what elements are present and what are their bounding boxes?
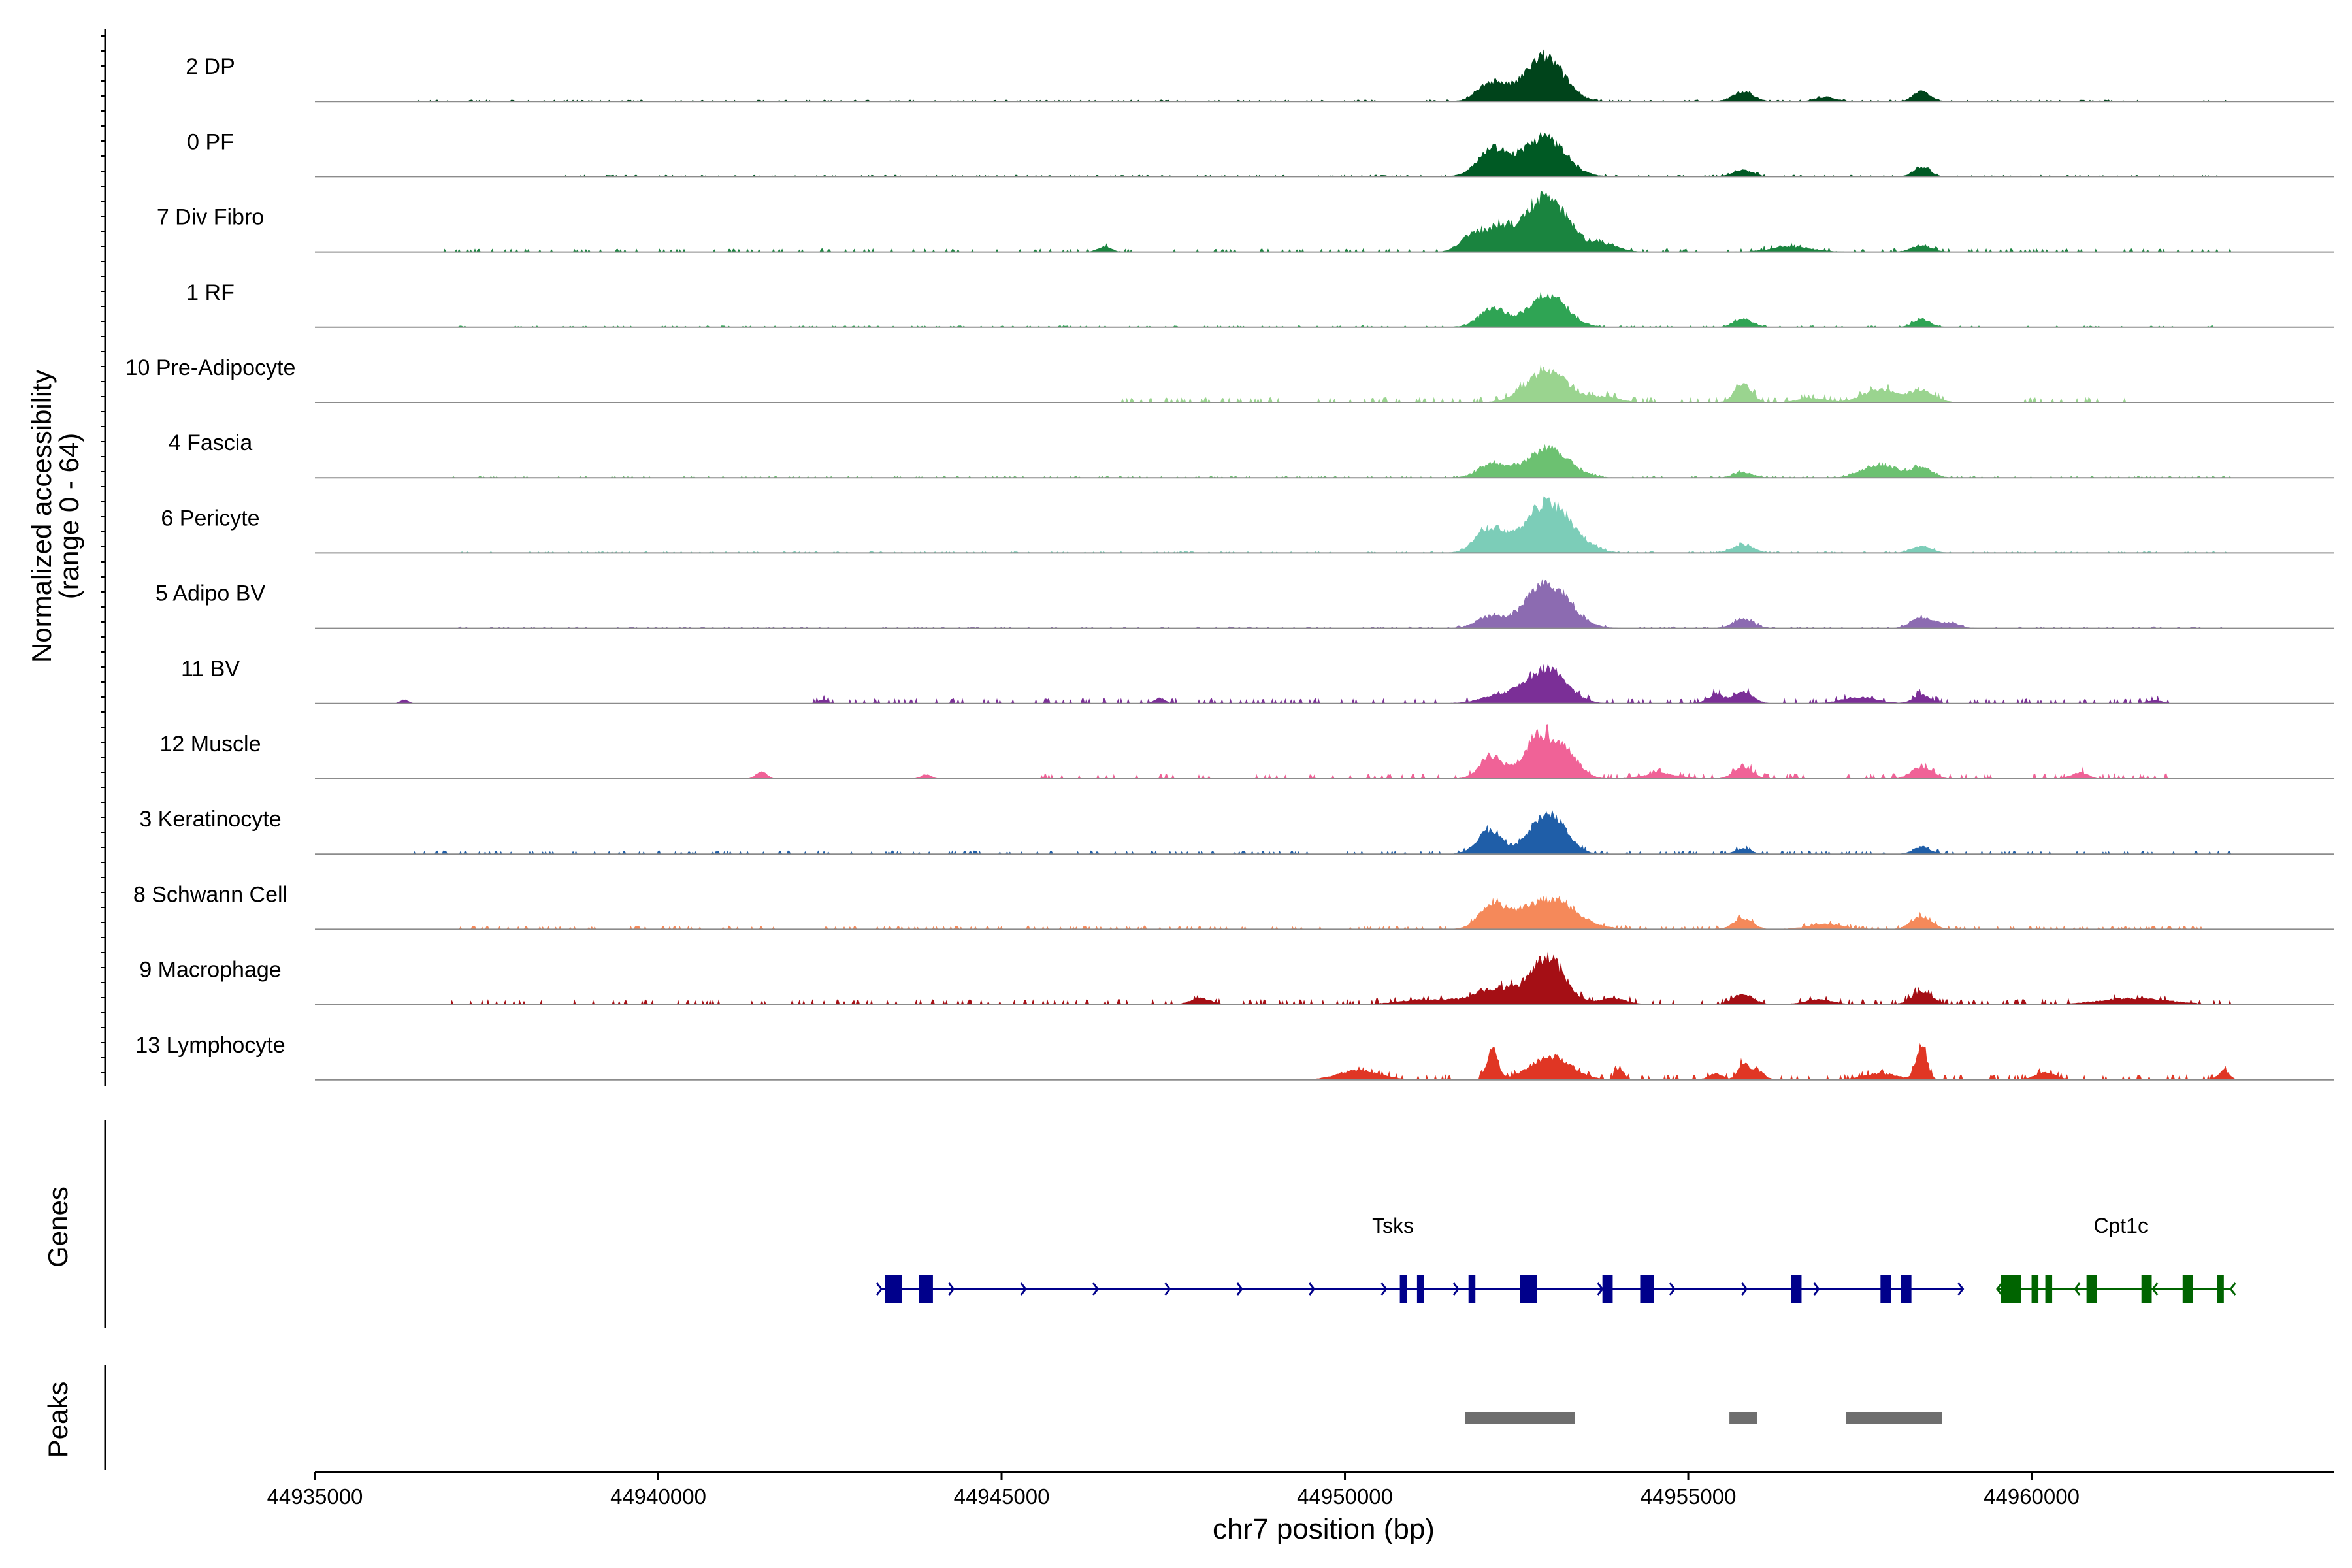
track-11: 8 Schwann Cell: [133, 882, 2334, 930]
gene-tsks: Tsks: [875, 1214, 1965, 1303]
track-3: 1 RF: [186, 280, 2334, 328]
track-7: 5 Adipo BV: [155, 579, 2334, 629]
strand-arrow: [1669, 1282, 1676, 1296]
x-tick-label: 44940000: [610, 1484, 706, 1509]
exon: [1399, 1275, 1407, 1303]
exon: [919, 1275, 933, 1303]
track-label: 10 Pre-Adipocyte: [125, 355, 296, 380]
x-tick-label: 44955000: [1641, 1484, 1737, 1509]
x-tick-label: 44960000: [1984, 1484, 2080, 1509]
track-label: 1 RF: [186, 280, 235, 305]
exon: [2217, 1275, 2224, 1303]
track-13: 13 Lymphocyte: [135, 1033, 2334, 1081]
x-axis: 44935000 44940000 44945000 44950000 44955000…: [267, 1471, 2334, 1509]
gene-annotation-panel: Tsks Cpt1c: [104, 1120, 2236, 1328]
y-axis: [101, 29, 106, 1086]
track-12: 9 Macrophage: [139, 951, 2334, 1005]
track-label: 12 Muscle: [160, 732, 261, 757]
track-5: 4 Fascia: [169, 431, 2334, 479]
x-axis-label: chr7 position (bp): [1213, 1513, 1435, 1545]
track-label: 2 DP: [186, 54, 235, 79]
exon: [1416, 1275, 1424, 1303]
track-10: 3 Keratinocyte: [139, 807, 2334, 855]
track-label: 8 Schwann Cell: [133, 882, 287, 907]
exon: [1468, 1275, 1476, 1303]
track-label: 3 Keratinocyte: [139, 807, 281, 832]
strand-arrow: [1020, 1282, 1027, 1296]
track-9: 12 Muscle: [160, 724, 2334, 779]
strand-arrow: [1380, 1282, 1388, 1296]
track-label: 6 Pericyte: [161, 506, 259, 531]
strand-arrow: [1452, 1282, 1460, 1296]
track-0: 2 DP: [186, 49, 2334, 103]
peak-region: [1729, 1412, 1757, 1424]
strand-arrow: [2229, 1282, 2236, 1296]
peaks-panel-label: Peaks: [42, 1382, 73, 1458]
peaks-panel: [104, 1365, 1942, 1470]
strand-arrow: [2074, 1282, 2081, 1296]
track-4: 10 Pre-Adipocyte: [125, 355, 2334, 403]
track-label: 9 Macrophage: [139, 958, 281, 983]
track-2: 7 Div Fibro: [157, 191, 2334, 253]
exon: [1520, 1275, 1537, 1303]
track-8: 11 BV: [181, 657, 2334, 704]
x-tick-label: 44945000: [954, 1484, 1050, 1509]
track-6: 6 Pericyte: [161, 496, 2334, 554]
exon: [2141, 1275, 2152, 1303]
gene-cpt1c: Cpt1c: [1996, 1214, 2236, 1303]
exon: [2001, 1275, 2021, 1303]
exon: [2045, 1275, 2053, 1303]
strand-arrow: [1813, 1282, 1820, 1296]
exon: [1602, 1275, 1613, 1303]
coverage-area: [315, 951, 2334, 1005]
gene-name-label: Cpt1c: [2093, 1214, 2148, 1237]
peak-region: [1465, 1412, 1575, 1424]
exon: [2182, 1275, 2193, 1303]
strand-arrow: [2151, 1282, 2159, 1296]
track-label: 11 BV: [181, 657, 240, 681]
gene-name-label: Tsks: [1372, 1214, 1414, 1237]
track-label: 13 Lymphocyte: [135, 1033, 285, 1058]
track-label: 0 PF: [187, 129, 234, 154]
track-label: 4 Fascia: [169, 431, 253, 455]
strand-arrow: [1957, 1282, 1965, 1296]
strand-arrow: [875, 1282, 883, 1296]
y-axis-label-line1: Normalized accessibility: [26, 370, 57, 662]
exon: [2031, 1275, 2039, 1303]
exon: [1640, 1275, 1654, 1303]
exon: [885, 1275, 902, 1303]
strand-arrow: [1996, 1282, 2003, 1296]
y-axis-label-line2: (range 0 - 64): [54, 433, 84, 599]
exon: [2086, 1275, 2097, 1303]
exon: [1791, 1275, 1802, 1303]
strand-arrow: [1236, 1282, 1243, 1296]
peak-region: [1846, 1412, 1942, 1424]
strand-arrow: [1309, 1282, 1316, 1296]
strand-arrow: [1092, 1282, 1100, 1296]
exon: [1880, 1275, 1891, 1303]
track-1: 0 PF: [187, 129, 2334, 178]
genes-panel-label: Genes: [42, 1186, 73, 1267]
track-label: 5 Adipo BV: [155, 581, 266, 606]
tracks-layer: 2 DP 0 PF 7 Div Fibro 1 RF 10 Pre-Adipocyte 4…: [125, 49, 2334, 1081]
x-tick-label: 44935000: [267, 1484, 363, 1509]
strand-arrow: [948, 1282, 955, 1296]
x-tick-label: 44950000: [1297, 1484, 1393, 1509]
exon: [1901, 1275, 1912, 1303]
track-label: 7 Div Fibro: [157, 205, 264, 230]
strand-arrow: [1741, 1282, 1748, 1296]
strand-arrow: [1164, 1282, 1171, 1296]
